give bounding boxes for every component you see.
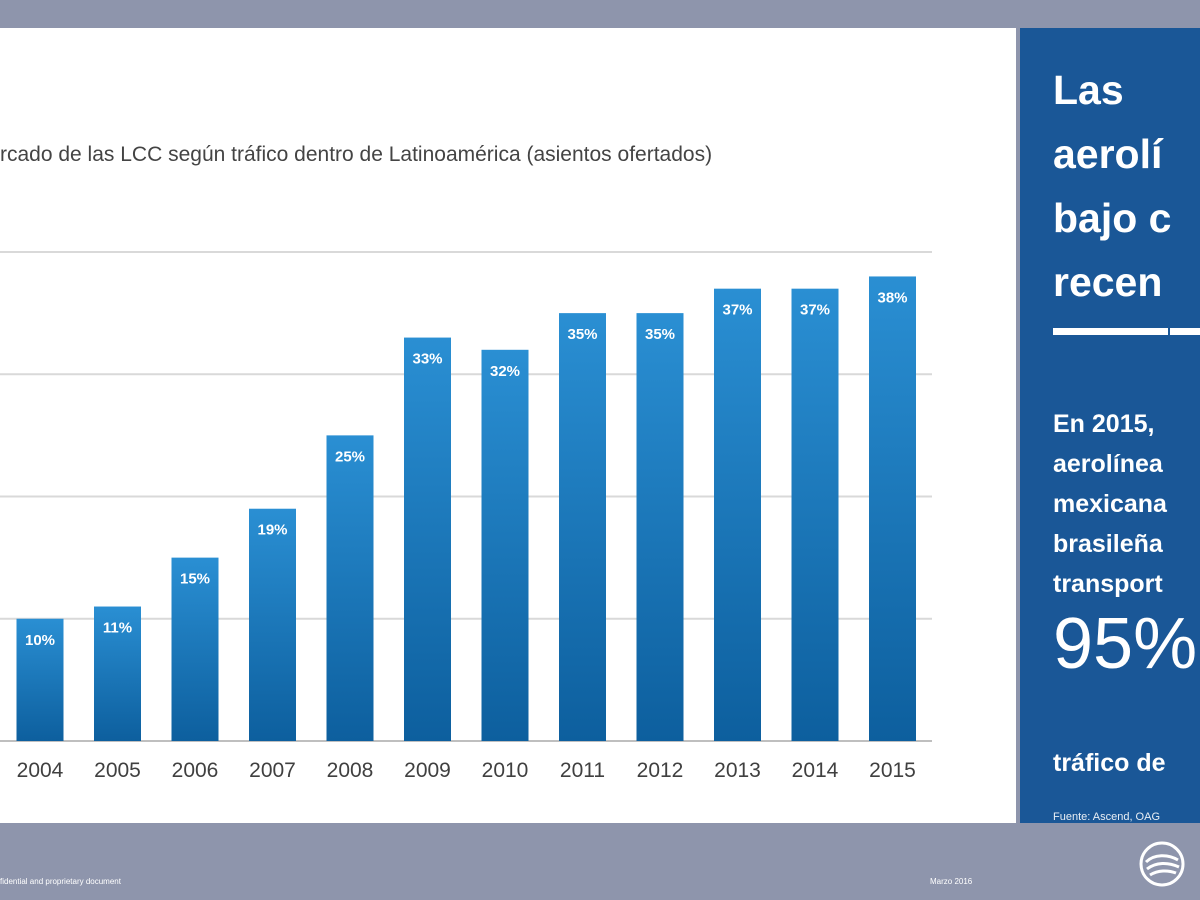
bar: [559, 313, 606, 741]
x-tick-label: 2013: [714, 759, 761, 782]
x-tick-label: 2007: [249, 759, 296, 782]
bar: [94, 606, 141, 741]
company-logo: [1139, 841, 1185, 887]
data-label: 10%: [25, 632, 55, 649]
bar-chart: 10% 2004 11% 2005 15% 2006 19% 2007 25% 2008 33% 20…: [0, 251, 932, 782]
data-label: 35%: [567, 326, 597, 343]
bar: [404, 337, 451, 741]
x-tick-label: 2004: [17, 759, 64, 782]
bar: [791, 288, 839, 741]
data-label: 37%: [722, 302, 752, 319]
side-text: En 2015, aerolínea mexicana brasileña tr…: [1053, 410, 1167, 598]
side-panel: Las aerolí bajo c recen En 2015, aerolín…: [1020, 28, 1200, 823]
bar: [714, 288, 761, 741]
data-label: 11%: [103, 620, 132, 637]
data-label: 19%: [257, 522, 287, 539]
side-big-number: 95%: [1053, 604, 1198, 684]
side-text-2: tráfico de: [1053, 749, 1166, 777]
footer-left-text: fidential and proprietary document: [0, 877, 121, 886]
bar: [326, 435, 374, 741]
bar: [171, 557, 219, 741]
chart-title: rcado de las LCC según tráfico dentro de…: [0, 143, 713, 166]
x-tick-label: 2005: [94, 759, 141, 782]
data-label: 38%: [877, 289, 907, 306]
data-label: 33%: [412, 351, 442, 368]
data-label: 15%: [180, 571, 210, 588]
side-divider: [1053, 328, 1200, 335]
x-tick-label: 2014: [792, 759, 839, 782]
x-tick-label: 2010: [482, 759, 529, 782]
x-tick-label: 2009: [404, 759, 451, 782]
data-label: 32%: [490, 363, 520, 380]
bar: [869, 276, 916, 741]
bar: [249, 508, 296, 741]
bar: [481, 349, 529, 741]
data-label: 35%: [645, 326, 675, 343]
x-tick-label: 2011: [560, 759, 605, 782]
x-tick-label: 2006: [172, 759, 219, 782]
bar: [636, 313, 684, 741]
bar: [16, 618, 64, 741]
footer-date: Marzo 2016: [930, 877, 973, 886]
x-tick-label: 2015: [869, 759, 916, 782]
side-source: Fuente: Ascend, OAG: [1053, 811, 1161, 823]
x-tick-label: 2012: [637, 759, 684, 782]
side-divider-notch: [1168, 325, 1170, 338]
data-label: 25%: [335, 448, 365, 465]
side-heading: Las aerolí bajo c recen: [1053, 67, 1172, 305]
data-label: 37%: [800, 302, 830, 319]
x-tick-label: 2008: [327, 759, 374, 782]
